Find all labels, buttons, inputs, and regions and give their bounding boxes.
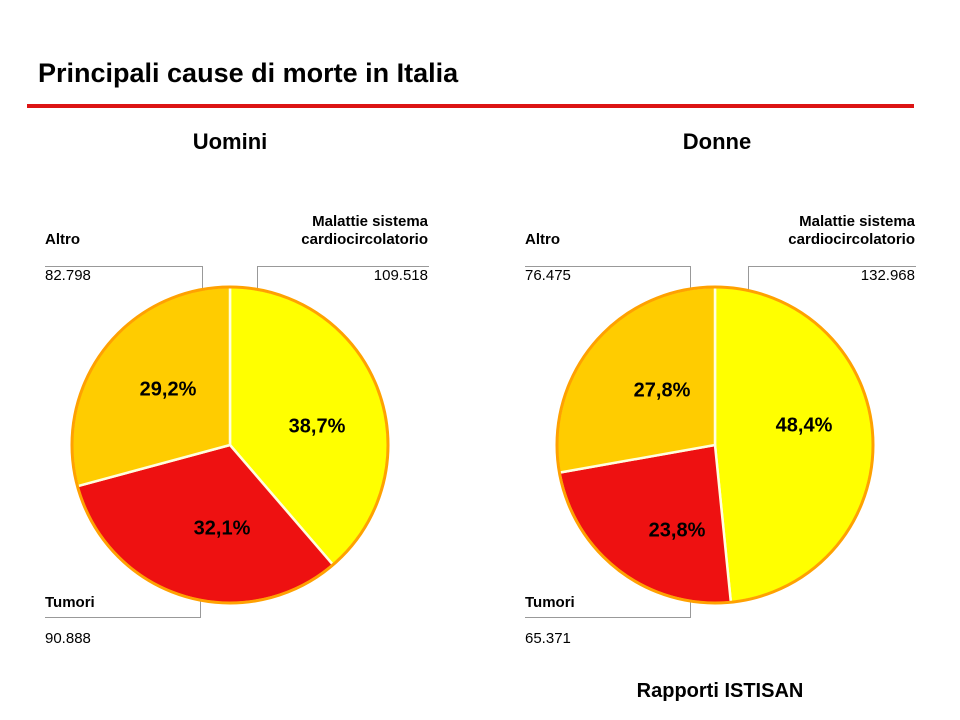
percent-label-donne-tumori: 23,8% [648,519,706,542]
title-rule [27,104,914,108]
slide-title: Principali cause di morte in Italia [38,58,459,89]
callout-uomini-altro: Altro 82.798 [45,213,91,303]
callout-donne-altro: Altro 76.475 [525,213,571,303]
chart-title-uomini: Uomini [192,129,268,154]
percent-label-uomini-tumori: 32,1% [193,517,251,540]
pie-donne [555,285,875,605]
callout-value: 82.798 [45,267,91,284]
callout-donne-malattie: Malattie sistema cardiocircolatorio 132.… [715,195,915,303]
callout-donne-tumori: Tumori 65.371 [525,576,575,666]
callout-label: Tumori [525,594,575,611]
percent-label-donne-altro: 27,8% [633,379,691,402]
callout-value: 132.968 [860,267,915,284]
pie-rim [70,285,390,605]
callout-label: Malattie sistema cardiocircolatorio [301,213,428,248]
callout-value: 65.371 [525,630,571,647]
percent-label-uomini-altro: 29,2% [139,378,197,401]
pie-rim [555,285,875,605]
source-note: Rapporti ISTISAN [636,680,804,702]
callout-uomini-malattie: Malattie sistema cardiocircolatorio 109.… [228,195,428,303]
chart-title-donne: Donne [682,129,752,154]
callout-label: Altro [45,231,80,248]
pie-uomini [70,285,390,605]
callout-label: Tumori [45,594,95,611]
callout-value: 109.518 [373,267,428,284]
percent-label-uomini-malattie: 38,7% [288,415,346,438]
callout-label: Malattie sistema cardiocircolatorio [788,213,915,248]
callout-value: 90.888 [45,630,91,647]
percent-label-donne-malattie: 48,4% [775,414,833,437]
callout-value: 76.475 [525,267,571,284]
callout-uomini-tumori: Tumori 90.888 [45,576,95,666]
callout-label: Altro [525,231,560,248]
pie-slice [713,285,875,604]
